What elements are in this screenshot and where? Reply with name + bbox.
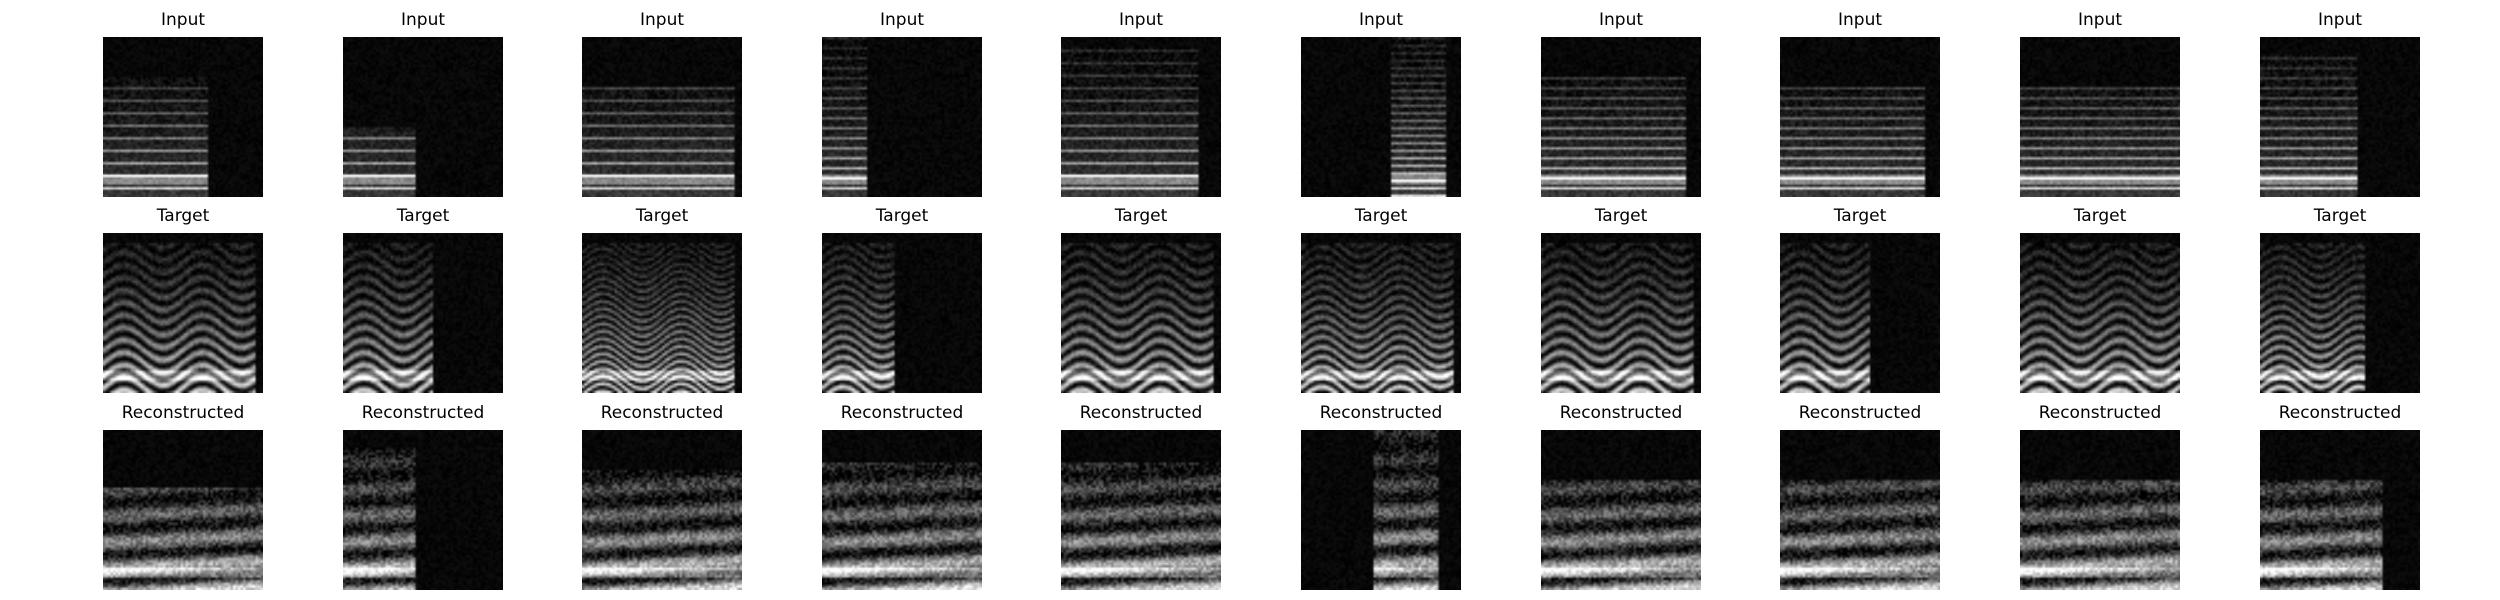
target-spectrogram-image	[2020, 233, 2180, 393]
target-spectrogram-image	[1541, 233, 1701, 393]
input-spectrogram-image	[2020, 37, 2180, 197]
input-panel-title: Input	[1598, 10, 1644, 30]
input-spectrogram-canvas	[1780, 37, 1940, 197]
reconstructed-spectrogram-canvas	[103, 430, 263, 590]
target-panel-title: Target	[635, 206, 689, 226]
reconstructed-panel-title: Reconstructed	[1559, 403, 1683, 423]
input-spectrogram-canvas	[343, 37, 503, 197]
target-spectrogram-canvas	[1541, 233, 1701, 393]
input-spectrogram-canvas	[1061, 37, 1221, 197]
target-spectrogram-canvas	[2020, 233, 2180, 393]
reconstructed-spectrogram-canvas	[2260, 430, 2420, 590]
target-spectrogram-image	[1780, 233, 1940, 393]
target-spectrogram-image	[582, 233, 742, 393]
target-spectrogram-canvas	[1780, 233, 1940, 393]
reconstructed-panel-title: Reconstructed	[361, 403, 485, 423]
reconstructed-spectrogram-image	[343, 430, 503, 590]
target-panel-title: Target	[156, 206, 210, 226]
input-spectrogram-image	[1780, 37, 1940, 197]
input-spectrogram-image	[2260, 37, 2420, 197]
reconstructed-panel-title: Reconstructed	[121, 403, 245, 423]
input-panel-title: Input	[639, 10, 685, 30]
reconstructed-spectrogram-image	[1301, 430, 1461, 590]
reconstructed-spectrogram-canvas	[822, 430, 982, 590]
input-panel-title: Input	[160, 10, 206, 30]
reconstructed-panel-title: Reconstructed	[1319, 403, 1443, 423]
input-spectrogram-image	[343, 37, 503, 197]
input-panel-title: Input	[1837, 10, 1883, 30]
reconstructed-spectrogram-canvas	[1301, 430, 1461, 590]
target-spectrogram-image	[343, 233, 503, 393]
target-panel-title: Target	[1354, 206, 1408, 226]
input-panel-title: Input	[400, 10, 446, 30]
input-spectrogram-image	[1301, 37, 1461, 197]
input-spectrogram-canvas	[1301, 37, 1461, 197]
input-panel-title: Input	[1118, 10, 1164, 30]
reconstructed-spectrogram-canvas	[1541, 430, 1701, 590]
input-spectrogram-canvas	[2260, 37, 2420, 197]
target-panel-title: Target	[2313, 206, 2367, 226]
reconstructed-spectrogram-image	[2260, 430, 2420, 590]
reconstructed-panel-title: Reconstructed	[600, 403, 724, 423]
input-panel-title: Input	[2077, 10, 2123, 30]
reconstructed-spectrogram-image	[582, 430, 742, 590]
reconstructed-spectrogram-image	[1061, 430, 1221, 590]
target-spectrogram-canvas	[582, 233, 742, 393]
input-spectrogram-image	[1061, 37, 1221, 197]
target-spectrogram-image	[822, 233, 982, 393]
target-spectrogram-image	[103, 233, 263, 393]
target-spectrogram-canvas	[822, 233, 982, 393]
reconstructed-panel-title: Reconstructed	[1798, 403, 1922, 423]
input-spectrogram-image	[822, 37, 982, 197]
reconstructed-spectrogram-canvas	[2020, 430, 2180, 590]
reconstructed-spectrogram-canvas	[1061, 430, 1221, 590]
target-spectrogram-canvas	[103, 233, 263, 393]
reconstructed-panel-title: Reconstructed	[1079, 403, 1203, 423]
reconstructed-spectrogram-image	[1780, 430, 1940, 590]
input-spectrogram-image	[1541, 37, 1701, 197]
input-spectrogram-canvas	[822, 37, 982, 197]
target-spectrogram-canvas	[343, 233, 503, 393]
target-spectrogram-canvas	[1061, 233, 1221, 393]
target-spectrogram-canvas	[2260, 233, 2420, 393]
reconstructed-panel-title: Reconstructed	[2038, 403, 2162, 423]
target-panel-title: Target	[875, 206, 929, 226]
target-panel-title: Target	[1833, 206, 1887, 226]
reconstructed-spectrogram-image	[103, 430, 263, 590]
reconstructed-panel-title: Reconstructed	[2278, 403, 2402, 423]
target-spectrogram-image	[1061, 233, 1221, 393]
target-spectrogram-canvas	[1301, 233, 1461, 393]
target-spectrogram-image	[1301, 233, 1461, 393]
input-spectrogram-canvas	[2020, 37, 2180, 197]
input-spectrogram-canvas	[1541, 37, 1701, 197]
target-panel-title: Target	[1114, 206, 1168, 226]
reconstructed-spectrogram-canvas	[343, 430, 503, 590]
target-panel-title: Target	[1594, 206, 1648, 226]
input-spectrogram-canvas	[103, 37, 263, 197]
input-panel-title: Input	[879, 10, 925, 30]
input-panel-title: Input	[1358, 10, 1404, 30]
reconstructed-panel-title: Reconstructed	[840, 403, 964, 423]
target-panel-title: Target	[396, 206, 450, 226]
input-spectrogram-canvas	[582, 37, 742, 197]
input-spectrogram-image	[582, 37, 742, 197]
reconstructed-spectrogram-canvas	[1780, 430, 1940, 590]
reconstructed-spectrogram-image	[822, 430, 982, 590]
reconstructed-spectrogram-canvas	[582, 430, 742, 590]
target-panel-title: Target	[2073, 206, 2127, 226]
input-spectrogram-image	[103, 37, 263, 197]
reconstructed-spectrogram-image	[1541, 430, 1701, 590]
target-spectrogram-image	[2260, 233, 2420, 393]
input-panel-title: Input	[2317, 10, 2363, 30]
reconstructed-spectrogram-image	[2020, 430, 2180, 590]
